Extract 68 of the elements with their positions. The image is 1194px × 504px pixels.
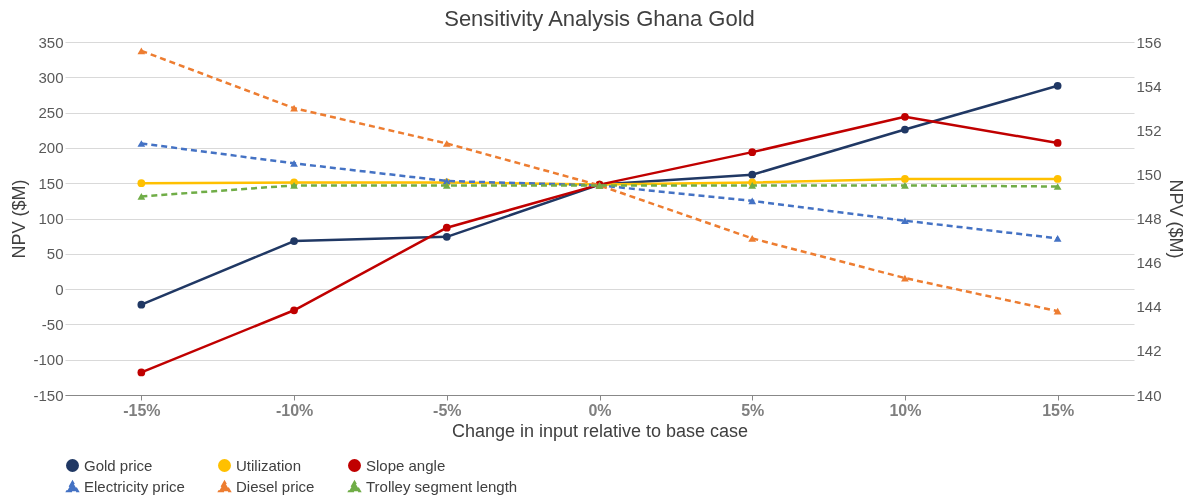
point	[442, 140, 451, 147]
point	[290, 182, 298, 189]
x-tick-label: 0%	[588, 401, 612, 419]
point	[1053, 307, 1062, 315]
y-tick-label: -50	[41, 315, 64, 333]
y2-tick-label: 150	[1136, 165, 1162, 183]
x-tick-label: 5%	[741, 401, 765, 419]
point	[901, 112, 909, 121]
legend-label: Gold price	[84, 456, 153, 474]
point	[1053, 81, 1062, 90]
point	[901, 175, 909, 183]
point	[137, 193, 146, 200]
legend-label: Trolley segment length	[366, 477, 518, 495]
y2-tick-label: 146	[1136, 254, 1162, 272]
point	[290, 159, 298, 167]
x-tick-label: 15%	[1042, 401, 1075, 419]
point	[901, 217, 909, 225]
y-tick-label: -150	[33, 386, 64, 404]
y2-tick-label: 148	[1136, 210, 1162, 227]
y2-axis-title: NPV ($M)	[1165, 179, 1186, 259]
legend-label: Utilization	[236, 456, 302, 474]
point	[137, 140, 146, 147]
y2-tick-label: 154	[1136, 77, 1162, 95]
y-tick-label: 350	[38, 33, 64, 51]
y-tick-label: 200	[38, 139, 64, 157]
y-axis-title: NPV ($M)	[9, 179, 30, 259]
point	[901, 125, 909, 134]
point	[290, 104, 298, 112]
point	[1053, 235, 1062, 242]
point	[748, 170, 757, 179]
point	[442, 232, 451, 241]
legend-label: Electricity price	[84, 477, 185, 495]
legend-label: Slope angle	[366, 456, 446, 474]
point	[748, 235, 757, 242]
point	[290, 237, 298, 245]
y-tick-label: -100	[33, 351, 64, 369]
point	[1053, 183, 1062, 190]
x-tick-label: -15%	[123, 401, 161, 419]
point	[137, 47, 146, 55]
chart-title: Sensitivity Analysis Ghana Gold	[444, 6, 755, 31]
y-tick-label: 0	[55, 280, 64, 298]
x-tick-label: -10%	[275, 401, 314, 419]
y-tick-label: 50	[46, 245, 64, 263]
point	[1053, 139, 1062, 147]
point	[290, 306, 298, 315]
point	[442, 182, 451, 189]
y2-tick-label: 142	[1136, 342, 1162, 360]
point	[137, 368, 146, 377]
point	[748, 182, 757, 189]
x-tick-label: 10%	[889, 401, 922, 419]
legend-label: Diesel price	[236, 477, 315, 495]
point	[901, 182, 909, 189]
y-tick-label: 250	[38, 104, 64, 122]
y2-tick-label: 144	[1136, 298, 1162, 316]
y-tick-label: 300	[38, 68, 64, 86]
point	[748, 148, 757, 156]
x-tick-label: -5%	[433, 401, 462, 419]
point	[442, 223, 451, 232]
point	[748, 197, 757, 205]
y2-tick-label: 140	[1136, 386, 1162, 404]
point	[137, 300, 146, 309]
y-tick-label: 100	[38, 210, 64, 227]
y-tick-label: 150	[38, 174, 64, 192]
y2-tick-label: 156	[1136, 33, 1162, 51]
point	[137, 179, 146, 188]
point	[1053, 175, 1062, 183]
x-axis-title: Change in input relative to base case	[451, 420, 749, 441]
y2-tick-label: 152	[1136, 121, 1162, 139]
